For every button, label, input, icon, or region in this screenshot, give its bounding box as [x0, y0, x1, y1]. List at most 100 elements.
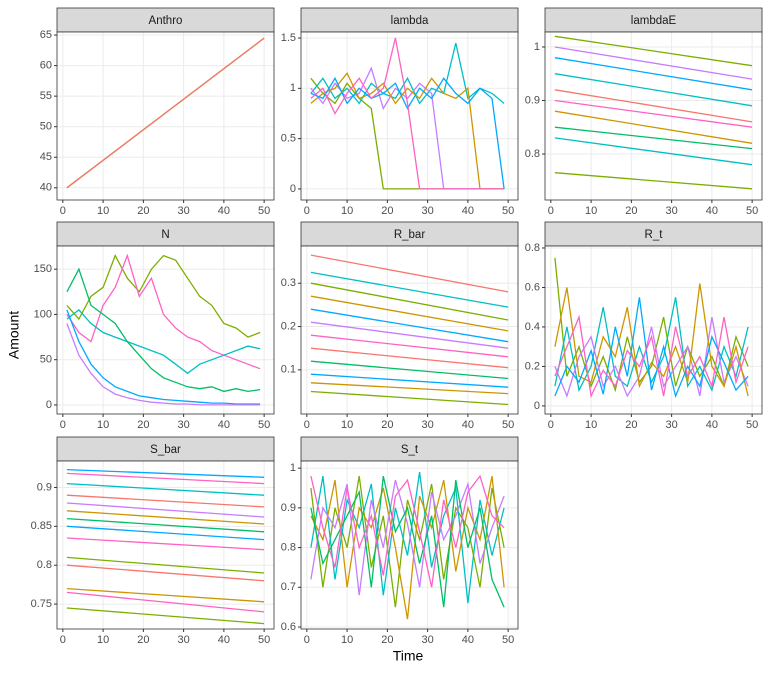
- x-tick-label: 10: [97, 419, 109, 431]
- strip-text: R_bar: [394, 229, 425, 241]
- y-tick-label: 65: [40, 29, 52, 41]
- series-line: [554, 314, 749, 399]
- panel-border: [300, 31, 519, 201]
- series-line: [66, 517, 265, 533]
- x-tick-label: 30: [421, 634, 433, 646]
- y-tick-label: 1: [290, 462, 296, 474]
- panel-border: [300, 245, 519, 415]
- y-tick-label: 0: [290, 183, 296, 195]
- series-line: [310, 334, 509, 358]
- y-tick-label: 0.6: [281, 621, 296, 633]
- series-line: [66, 591, 265, 613]
- series-line: [310, 479, 505, 596]
- x-tick-label: 50: [746, 419, 758, 431]
- x-tick-label: 30: [665, 205, 677, 217]
- y-tick-label: 0.5: [281, 133, 296, 145]
- series-line: [554, 297, 749, 399]
- y-tick-label: 60: [40, 60, 52, 72]
- strip-text: Anthro: [149, 15, 183, 27]
- y-tick-label: 0.2: [281, 320, 296, 332]
- x-tick-label: 0: [304, 419, 310, 431]
- series-line: [310, 475, 505, 620]
- series-line: [66, 37, 265, 189]
- x-tick-label: 0: [548, 419, 554, 431]
- x-tick-label: 40: [706, 205, 718, 217]
- panel-border: [300, 460, 519, 630]
- series-line: [66, 587, 265, 603]
- y-tick-label: 0.1: [281, 364, 296, 376]
- series-line: [554, 172, 753, 190]
- strip: [56, 221, 275, 247]
- strip: [544, 7, 763, 33]
- x-tick-label: 40: [462, 634, 474, 646]
- y-tick-label: 50: [40, 121, 52, 133]
- series-line: [310, 390, 509, 406]
- series-line: [310, 472, 505, 604]
- series-line: [310, 382, 509, 395]
- series-line: [554, 126, 753, 150]
- x-tick-label: 0: [60, 419, 66, 431]
- strip: [56, 436, 275, 462]
- x-tick-label: 50: [258, 419, 270, 431]
- x-tick-label: 20: [137, 634, 149, 646]
- panel-border: [544, 245, 763, 415]
- series-line: [66, 254, 261, 338]
- x-tick-label: 10: [585, 419, 597, 431]
- y-tick-label: 1: [290, 82, 296, 94]
- series-line: [66, 309, 261, 405]
- series-line: [66, 472, 265, 485]
- y-tick-label: 0.9: [281, 502, 296, 514]
- y-tick-label: 0.4: [525, 321, 540, 333]
- series-line: [66, 607, 265, 625]
- strip-text: S_t: [401, 444, 419, 456]
- series-line: [66, 309, 261, 375]
- x-tick-label: 0: [60, 205, 66, 217]
- series-line: [310, 474, 505, 588]
- x-tick-label: 0: [548, 205, 554, 217]
- x-tick-label: 30: [421, 205, 433, 217]
- strip-text: R_t: [645, 229, 664, 241]
- x-tick-label: 50: [258, 205, 270, 217]
- y-tick-label: 0: [534, 400, 540, 412]
- series-line: [554, 99, 753, 128]
- series-line: [66, 556, 265, 574]
- y-tick-label: 0.8: [37, 559, 52, 571]
- y-tick-label: 100: [34, 308, 52, 320]
- series-line: [310, 71, 505, 190]
- strip-text: S_bar: [150, 444, 181, 456]
- series-line: [554, 35, 753, 67]
- y-tick-label: 0: [46, 399, 52, 411]
- series-line: [310, 321, 509, 349]
- series-line: [310, 360, 509, 380]
- x-tick-label: 50: [502, 634, 514, 646]
- y-tick-label: 0.9: [525, 94, 540, 106]
- x-tick-label: 30: [177, 205, 189, 217]
- series-line: [554, 283, 749, 397]
- strip: [56, 7, 275, 33]
- x-tick-label: 30: [421, 419, 433, 431]
- y-tick-label: 55: [40, 90, 52, 102]
- x-tick-label: 0: [304, 634, 310, 646]
- series-line: [310, 76, 505, 189]
- panel: [57, 32, 274, 200]
- y-tick-label: 0.75: [31, 598, 52, 610]
- x-tick-label: 10: [341, 205, 353, 217]
- series-line: [310, 475, 505, 608]
- series-line: [66, 510, 265, 525]
- series-line: [310, 373, 509, 388]
- x-tick-label: 20: [381, 205, 393, 217]
- x-tick-label: 40: [218, 419, 230, 431]
- series-line: [554, 73, 753, 107]
- strip: [300, 7, 519, 33]
- strip-text: lambdaE: [631, 15, 677, 27]
- series-line: [554, 137, 753, 166]
- x-tick-label: 20: [381, 419, 393, 431]
- y-tick-label: 1: [534, 41, 540, 53]
- series-line: [66, 253, 261, 370]
- series-line: [66, 323, 261, 406]
- x-tick-label: 30: [665, 419, 677, 431]
- panel: [545, 246, 762, 414]
- x-tick-label: 40: [218, 205, 230, 217]
- panel-border: [544, 31, 763, 201]
- y-tick-label: 0.7: [281, 581, 296, 593]
